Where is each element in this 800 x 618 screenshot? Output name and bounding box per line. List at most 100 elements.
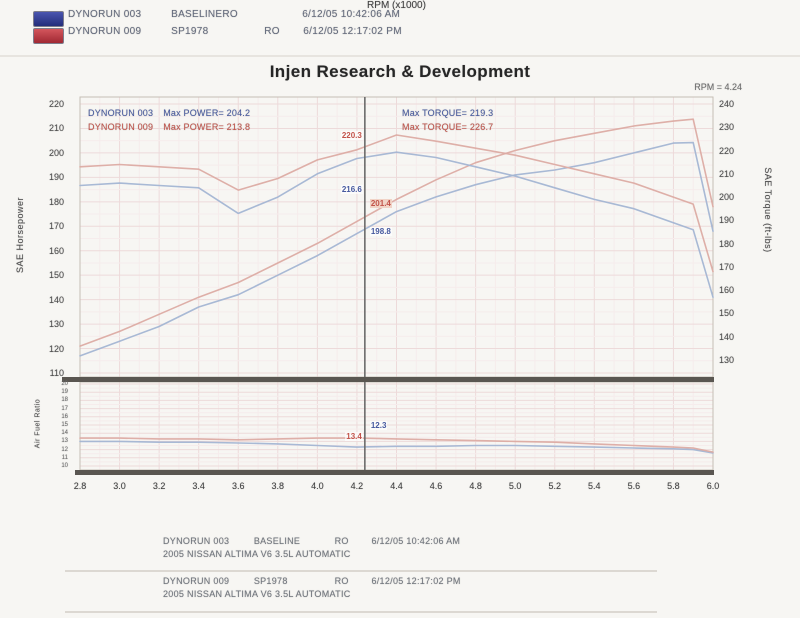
rpm-tick: 5.0 [508, 481, 522, 491]
afr-tick: 20 [61, 381, 68, 387]
rpm-tick: 5.4 [588, 481, 601, 491]
footer-run2-datetime: 6/12/05 12:17:02 PM [371, 576, 461, 586]
footer-run2-vehicle: 2005 NISSAN ALTIMA V6 3.5L AUTOMATIC [163, 589, 351, 599]
hp-tick: 150 [48, 270, 64, 281]
rpm-tick: 2.8 [73, 481, 87, 491]
rpm-tick: 3.8 [271, 481, 285, 491]
cursor-value-198-8: 198.8 [369, 227, 392, 236]
page-title: Injen Research & Development [269, 62, 531, 81]
cursor-value-216-6: 216.6 [340, 185, 363, 194]
run1-id: DYNORUN 003 [68, 9, 142, 20]
afr-tick: 19 [61, 389, 68, 396]
footer-divider-1 [65, 570, 657, 572]
left-axis-title: SAE Horsepower [15, 196, 25, 274]
hp-tick: 120 [48, 343, 64, 354]
run1-color-swatch [33, 11, 64, 27]
afr-tick: 15 [61, 422, 68, 428]
x-axis-title: RPM (x1000) [367, 0, 426, 11]
afr-tick: 11 [61, 454, 68, 461]
hp-tick: 160 [48, 245, 64, 256]
torque-tick: 220 [719, 145, 735, 156]
rpm-tick: 4.4 [390, 481, 403, 491]
hp-tick: 210 [48, 123, 64, 134]
cursor-value-220-3: 220.3 [340, 131, 363, 140]
legend-torque-run2-value: Max TORQUE= 226.7 [402, 122, 494, 132]
hp-tick: 190 [48, 172, 64, 183]
legend-torque-run1-value: Max TORQUE= 219.3 [402, 108, 494, 118]
hp-tick: 180 [48, 196, 64, 207]
rpm-tick: 3.4 [192, 481, 205, 491]
run2-id: DYNORUN 009 [68, 26, 142, 37]
torque-tick: 150 [719, 308, 735, 319]
footer-run1-name: BASELINE [253, 536, 301, 546]
cursor-value-12-3: 12.3 [369, 421, 388, 430]
run2-name: SP1978 [171, 26, 209, 37]
footer-divider-2 [65, 611, 657, 613]
rpm-tick: 3.2 [152, 481, 166, 491]
torque-tick: 210 [719, 168, 735, 179]
torque-tick: 160 [719, 285, 735, 296]
run2-datetime: 6/12/05 12:17:02 PM [303, 26, 402, 37]
rpm-tick: 6.0 [706, 481, 720, 491]
header-run2: DYNORUN 009 SP1978 RO 6/12/05 12:17:02 P… [68, 26, 402, 37]
cursor-value-201-4: 201.4 [369, 199, 392, 208]
legend-power-run1-value: Max POWER= 204.2 [163, 108, 251, 118]
legend-power-run1: DYNORUN 003 Max POWER= 204.2 [88, 108, 250, 118]
hp-tick: 220 [48, 99, 64, 109]
hp-tick: 140 [48, 294, 64, 305]
footer-run1-vehicle: 2005 NISSAN ALTIMA V6 3.5L AUTOMATIC [163, 549, 351, 559]
footer-run1-id: DYNORUN 003 [163, 536, 230, 546]
legend-power-run2: DYNORUN 009 Max POWER= 213.8 [88, 122, 250, 132]
cursor-value-13-4: 13.4 [345, 432, 363, 441]
header-divider [0, 55, 800, 57]
legend-torque-run1: Max TORQUE= 219.3 [402, 108, 493, 118]
right-axis-title: SAE Torque (ft-lbs) [763, 167, 773, 253]
torque-tick: 140 [719, 331, 735, 342]
rpm-tick: 5.2 [548, 481, 562, 491]
legend-power-run2-id: DYNORUN 009 [88, 122, 154, 132]
rpm-tick: 5.8 [667, 481, 680, 491]
torque-tick: 240 [719, 99, 735, 109]
afr-tick: 18 [61, 397, 68, 404]
header-run1: DYNORUN 003 BASELINERO 6/12/05 10:42:06 … [68, 9, 400, 20]
footer-run1-datetime: 6/12/05 10:42:06 AM [371, 536, 461, 546]
torque-tick: 200 [719, 192, 735, 203]
footer-run2-ro: RO [334, 576, 349, 586]
afr-tick: 10 [61, 463, 68, 469]
run2-ro: RO [264, 26, 280, 37]
footer-run1-ro: RO [334, 536, 349, 546]
afr-tick: 16 [61, 413, 68, 420]
rpm-tick: 4.6 [429, 481, 443, 491]
footer-run2-row: DYNORUN 009 SP1978 RO 6/12/05 12:17:02 P… [163, 576, 461, 586]
footer-run1-row: DYNORUN 003 BASELINE RO 6/12/05 10:42:06… [163, 536, 460, 546]
rpm-tick: 5.6 [627, 481, 641, 491]
afr-tick: 12 [61, 446, 68, 453]
torque-tick: 230 [719, 122, 735, 133]
hp-tick: 130 [48, 319, 64, 330]
run1-datetime: 6/12/05 10:42:06 AM [302, 9, 401, 20]
rpm-tick: 4.8 [469, 481, 482, 491]
cursor-rpm-readout: RPM = 4.24 [694, 82, 742, 92]
afr-tick: 17 [61, 405, 68, 412]
hp-tick: 170 [48, 221, 64, 232]
afr-tick: 13 [61, 438, 68, 445]
legend-power-run1-id: DYNORUN 003 [88, 108, 154, 118]
run1-name: BASELINERO [171, 9, 239, 20]
rpm-tick: 4.0 [311, 481, 324, 491]
afr-tick: 14 [61, 430, 68, 437]
rpm-tick: 3.6 [231, 481, 245, 491]
hp-tick: 200 [48, 147, 64, 158]
torque-tick: 130 [719, 355, 735, 365]
legend-power-run2-value: Max POWER= 213.8 [163, 122, 251, 132]
torque-tick: 170 [719, 261, 735, 272]
footer-run2-name: SP1978 [253, 576, 288, 586]
rpm-tick: 3.0 [113, 481, 126, 491]
afr-axis-title: Air Fuel Ratio [34, 398, 42, 449]
torque-tick: 190 [719, 215, 735, 226]
footer-run2-id: DYNORUN 009 [163, 576, 230, 586]
rpm-tick: 4.2 [350, 481, 364, 491]
legend-torque-run2: Max TORQUE= 226.7 [402, 122, 493, 132]
run2-color-swatch [33, 28, 64, 44]
